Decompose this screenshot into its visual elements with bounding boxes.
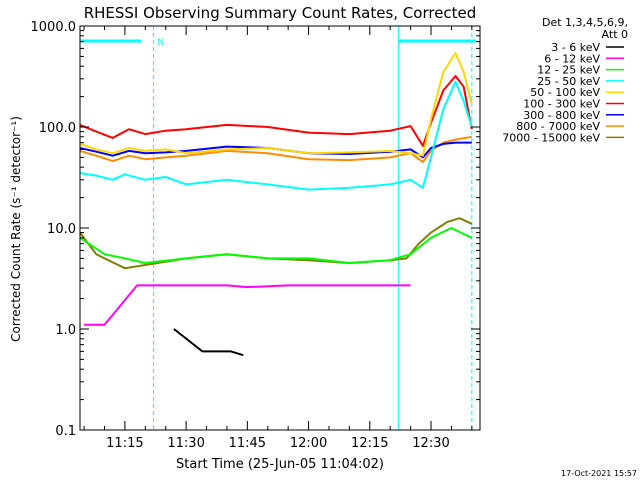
legend-entry-label: 300 - 800 keV (523, 109, 600, 122)
series-line (173, 328, 244, 357)
x-tick-label: 12:15 (351, 436, 388, 451)
x-tick-label: 12:00 (290, 436, 327, 451)
series-line (79, 52, 473, 157)
legend-entry-label: 100 - 300 keV (523, 98, 600, 111)
y-tick-label: 0.1 (55, 424, 76, 439)
x-tick-label: 11:45 (229, 436, 266, 451)
y-axis-label: Corrected Count Rate (s⁻¹ detector⁻¹) (9, 116, 23, 342)
legend-entry-label: 3 - 6 keV (551, 41, 600, 54)
series-line (79, 80, 473, 191)
legend-entry-label: 50 - 100 keV (530, 86, 600, 99)
plot-area: N (79, 26, 476, 430)
chart-title: RHESSI Observing Summary Count Rates, Co… (84, 4, 477, 22)
axes: 0.1 1.0 10.0 100.0 1000.0 11:15 11:30 11:45 12:0… (31, 20, 481, 451)
series-line (79, 75, 473, 147)
timestamp: 17-Oct-2021 15:57 (561, 469, 637, 478)
legend-entry-label: 12 - 25 keV (537, 64, 600, 77)
legend-entry-label: 6 - 12 keV (544, 52, 600, 65)
legend-entry-label: 25 - 50 keV (537, 75, 600, 88)
y-tick-label: 1000.0 (31, 20, 77, 35)
y-tick-label: 10.0 (47, 222, 76, 237)
x-tick-label: 11:15 (106, 436, 143, 451)
legend-header: Det 1,3,4,5,6,9, (542, 16, 628, 29)
x-tick-label: 12:30 (412, 436, 449, 451)
x-axis-label: Start Time (25-Jun-05 11:04:02) (176, 457, 384, 472)
x-tick-label: 11:30 (167, 436, 204, 451)
y-tick-label: 1.0 (55, 323, 76, 338)
series-line (79, 227, 473, 264)
y-tick-label: 100.0 (39, 121, 76, 136)
legend-entry-label: 7000 - 15000 keV (502, 131, 600, 144)
plot-frame (79, 25, 481, 431)
legend-header: Att 0 (602, 28, 628, 41)
legend-entry-label: 800 - 7000 keV (516, 120, 600, 133)
series-line (84, 284, 411, 326)
flag-label: N (157, 38, 164, 48)
